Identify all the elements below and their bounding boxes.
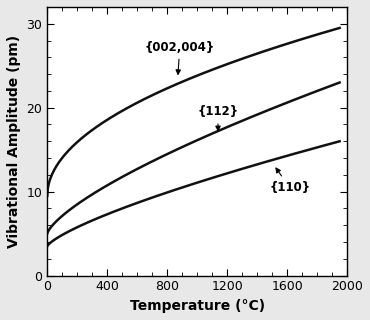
Text: {110}: {110} [269,168,310,194]
Y-axis label: Vibrational Amplitude (pm): Vibrational Amplitude (pm) [7,35,21,248]
Text: {112}: {112} [197,105,238,131]
X-axis label: Temperature (°C): Temperature (°C) [130,299,265,313]
Text: {002,004}: {002,004} [145,41,215,74]
